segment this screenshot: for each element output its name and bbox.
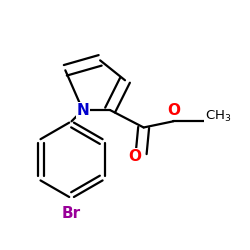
Text: O: O (167, 102, 180, 118)
Text: CH$_3$: CH$_3$ (205, 109, 232, 124)
Text: Br: Br (62, 206, 81, 221)
Text: N: N (76, 102, 89, 118)
Text: O: O (128, 148, 141, 164)
